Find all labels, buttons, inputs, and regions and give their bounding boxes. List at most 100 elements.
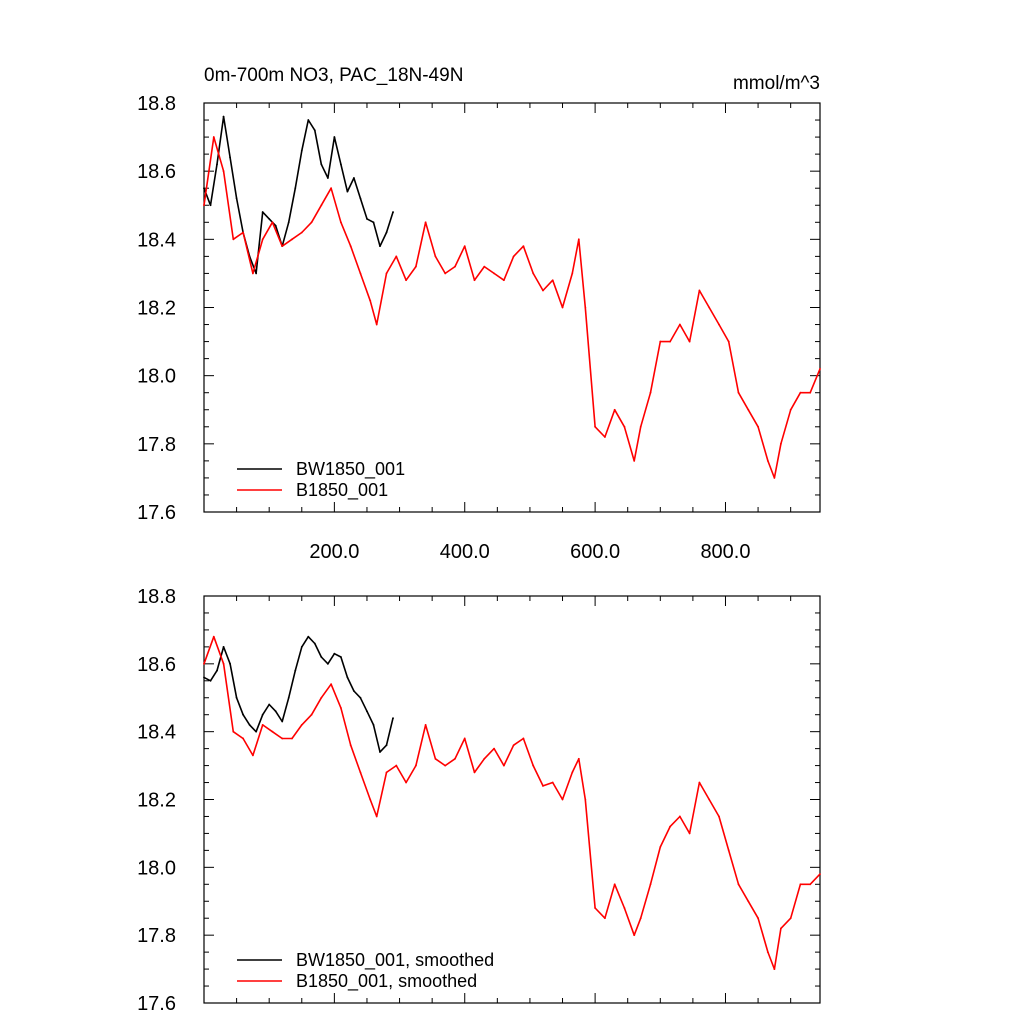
data-point: [232, 730, 235, 733]
data-point: [603, 436, 606, 438]
data-point: [203, 676, 205, 679]
data-point: [659, 846, 662, 848]
data-point: [349, 744, 352, 747]
data-point: [349, 245, 352, 248]
data-point: [551, 781, 554, 784]
data-point: [300, 723, 303, 726]
data-point: [718, 815, 720, 818]
data-point: [379, 245, 381, 248]
data-point: [571, 272, 574, 275]
data-point: [594, 907, 597, 909]
series-2: [203, 635, 821, 970]
legend-label: BW1850_001, smoothed: [296, 950, 494, 971]
data-point: [727, 849, 730, 852]
data-point: [392, 211, 394, 213]
data-point: [300, 231, 303, 234]
data-point: [212, 635, 215, 638]
data-point: [819, 367, 821, 370]
data-point: [603, 917, 606, 920]
data-point: [339, 221, 342, 224]
data-point: [789, 917, 792, 920]
data-point: [251, 272, 254, 275]
y-tick-label: 18.4: [137, 229, 176, 251]
data-point: [395, 255, 398, 258]
data-point: [281, 737, 284, 740]
data-point: [678, 815, 681, 818]
data-point: [385, 231, 388, 234]
data-point: [623, 907, 626, 909]
legend-label: B1850_001: [296, 480, 388, 501]
data-point: [493, 747, 495, 750]
data-point: [779, 927, 782, 930]
data-point: [727, 340, 730, 343]
data-point: [320, 696, 323, 699]
data-point: [375, 323, 378, 326]
data-point: [229, 156, 231, 159]
data-point: [613, 883, 616, 886]
data-point: [222, 645, 225, 648]
data-point: [757, 917, 759, 920]
data-point: [395, 764, 398, 767]
data-point: [320, 163, 323, 166]
data-point: [346, 676, 349, 679]
data-point: [333, 136, 336, 138]
data-point: [379, 751, 381, 753]
data-point: [414, 764, 417, 767]
data-point: [522, 245, 525, 248]
series-line: [203, 635, 821, 970]
chart-title: 0m-700m NO3, PAC_18N-49N: [204, 65, 463, 86]
series-2: [203, 136, 821, 479]
data-point: [294, 669, 297, 672]
data-point: [639, 917, 642, 920]
data-point: [766, 951, 769, 954]
data-point: [454, 757, 456, 760]
data-point: [444, 272, 447, 275]
data-point: [274, 224, 277, 227]
data-point: [502, 764, 505, 767]
data-point: [242, 231, 245, 234]
data-point: [584, 798, 587, 801]
y-tick-label: 17.8: [137, 434, 176, 456]
data-point: [659, 340, 662, 343]
data-point: [385, 744, 388, 747]
data-point: [375, 815, 378, 818]
data-point: [255, 272, 258, 275]
data-point: [737, 883, 740, 886]
data-point: [222, 662, 225, 665]
x-tick-label: 200.0: [309, 541, 359, 563]
data-point: [229, 662, 231, 665]
data-point: [737, 391, 740, 394]
series-line: [203, 136, 821, 479]
data-point: [385, 272, 388, 275]
series-1: [203, 635, 394, 753]
data-point: [294, 187, 297, 190]
y-tick-label: 18.0: [137, 857, 176, 879]
data-point: [473, 771, 476, 774]
data-point: [271, 730, 274, 733]
x-tick-label: 400.0: [440, 541, 490, 563]
data-point: [261, 211, 264, 213]
data-point: [339, 656, 342, 658]
data-point: [366, 710, 368, 713]
data-point: [542, 785, 544, 787]
series-line: [203, 635, 394, 753]
data-point: [330, 187, 333, 190]
data-point: [649, 883, 652, 886]
data-point: [307, 635, 310, 638]
chart-panel-2: 18.8 18.6 18.4 18.2 18.0 17.8 17.6 BW1850_001, …: [137, 586, 821, 1015]
data-point: [502, 279, 505, 282]
chart-panel-1: 18.8 18.6 18.4 18.2 18.0 17.8 17.6 200.0 400.0 60…: [137, 65, 821, 563]
y-tick-label: 18.8: [137, 93, 176, 115]
data-point: [268, 217, 271, 220]
data-point: [281, 245, 284, 248]
data-point: [633, 934, 636, 937]
data-point: [274, 710, 277, 713]
data-point: [766, 459, 769, 462]
data-point: [688, 832, 691, 835]
data-point: [209, 204, 212, 207]
data-point: [291, 238, 293, 241]
data-point: [320, 204, 323, 207]
data-point: [242, 713, 245, 716]
x-tick-label: 600.0: [570, 541, 620, 563]
